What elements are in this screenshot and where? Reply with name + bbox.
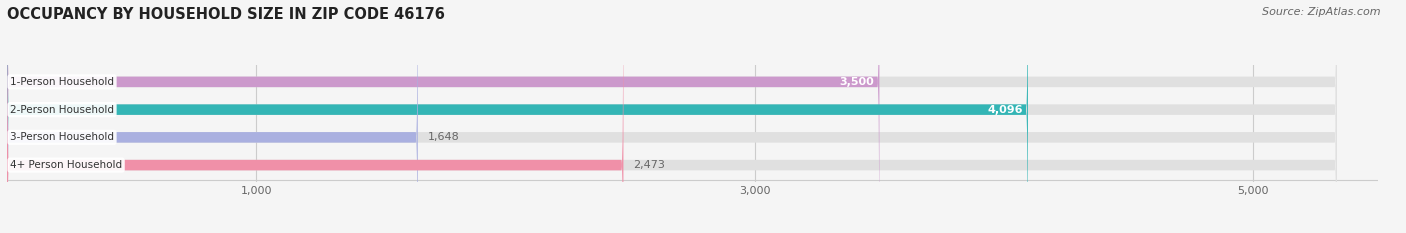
Text: 4,096: 4,096 [987, 105, 1024, 115]
Text: 3-Person Household: 3-Person Household [10, 132, 114, 142]
Text: 4+ Person Household: 4+ Person Household [10, 160, 122, 170]
Text: 2,473: 2,473 [633, 160, 665, 170]
FancyBboxPatch shape [7, 0, 623, 233]
Text: OCCUPANCY BY HOUSEHOLD SIZE IN ZIP CODE 46176: OCCUPANCY BY HOUSEHOLD SIZE IN ZIP CODE … [7, 7, 444, 22]
Text: Source: ZipAtlas.com: Source: ZipAtlas.com [1263, 7, 1381, 17]
FancyBboxPatch shape [7, 0, 418, 233]
FancyBboxPatch shape [7, 0, 1337, 233]
FancyBboxPatch shape [7, 0, 1337, 233]
FancyBboxPatch shape [7, 0, 1337, 233]
Text: 3,500: 3,500 [839, 77, 875, 87]
FancyBboxPatch shape [7, 0, 1028, 233]
Text: 1-Person Household: 1-Person Household [10, 77, 114, 87]
Text: 1,648: 1,648 [427, 132, 460, 142]
FancyBboxPatch shape [7, 0, 879, 233]
Text: 2-Person Household: 2-Person Household [10, 105, 114, 115]
FancyBboxPatch shape [7, 0, 1337, 233]
